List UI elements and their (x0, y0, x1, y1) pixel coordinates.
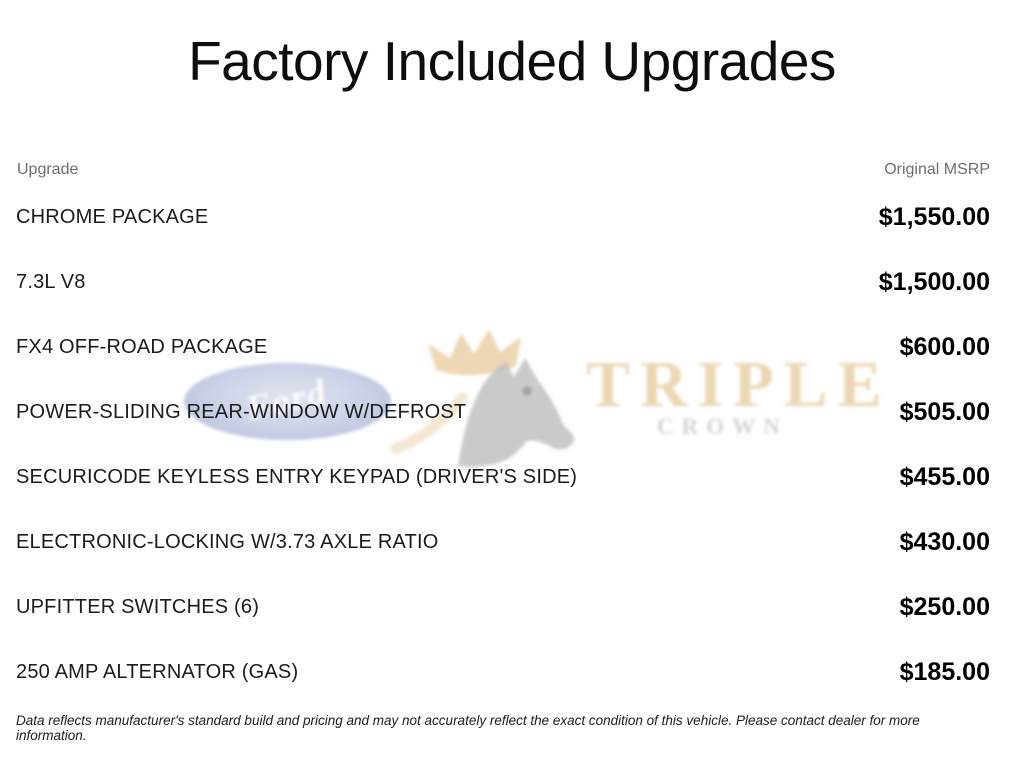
upgrade-price: $430.00 (899, 528, 990, 557)
msrp-column-header: Original MSRP (884, 161, 990, 179)
table-row: POWER-SLIDING REAR-WINDOW W/DEFROST $505.… (0, 380, 1024, 445)
upgrade-name: 250 AMP ALTERNATOR (GAS) (16, 661, 299, 684)
upgrade-price: $185.00 (899, 658, 990, 687)
upgrade-price: $505.00 (899, 398, 990, 427)
table-column-headers: Upgrade Original MSRP (0, 161, 1024, 179)
content: Factory Included Upgrades Upgrade Origin… (0, 30, 1024, 744)
upgrade-price: $250.00 (899, 593, 990, 622)
table-row: SECURICODE KEYLESS ENTRY KEYPAD (DRIVER'… (0, 445, 1024, 510)
disclaimer-text: Data reflects manufacturer's standard bu… (16, 713, 920, 744)
upgrade-name: FX4 OFF-ROAD PACKAGE (16, 336, 268, 359)
upgrade-name: ELECTRONIC-LOCKING W/3.73 AXLE RATIO (16, 531, 439, 554)
table-row: UPFITTER SWITCHES (6) $250.00 (0, 575, 1024, 640)
table-row: CHROME PACKAGE $1,550.00 (0, 185, 1024, 250)
upgrade-price: $1,550.00 (878, 203, 990, 232)
upgrade-name: 7.3L V8 (16, 271, 86, 294)
table-row: ELECTRONIC-LOCKING W/3.73 AXLE RATIO $430… (0, 510, 1024, 575)
upgrade-name: UPFITTER SWITCHES (6) (16, 596, 260, 619)
upgrade-name: CHROME PACKAGE (16, 206, 209, 229)
table-row: 7.3L V8 $1,500.00 (0, 250, 1024, 315)
upgrade-price: $455.00 (899, 463, 990, 492)
upgrade-name: POWER-SLIDING REAR-WINDOW W/DEFROST (16, 401, 467, 424)
table-row: 250 AMP ALTERNATOR (GAS) $185.00 (0, 640, 1024, 705)
upgrade-name: SECURICODE KEYLESS ENTRY KEYPAD (DRIVER'… (16, 466, 578, 489)
upgrade-price: $1,500.00 (878, 268, 990, 297)
page-title: Factory Included Upgrades (188, 30, 836, 92)
upgrade-price: $600.00 (899, 333, 990, 362)
upgrades-table-body: CHROME PACKAGE $1,550.00 7.3L V8 $1,500.00 F… (0, 185, 1024, 705)
upgrade-column-header: Upgrade (17, 161, 79, 179)
table-row: FX4 OFF-ROAD PACKAGE $600.00 (0, 315, 1024, 380)
